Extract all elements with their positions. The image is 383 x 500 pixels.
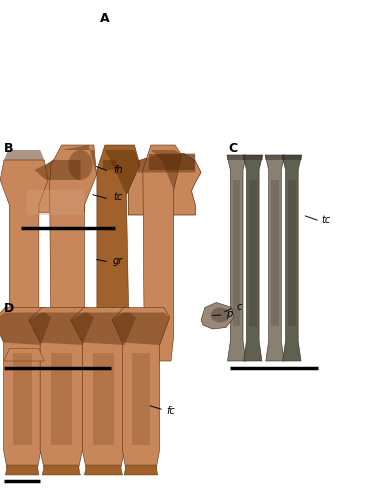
Text: C: C	[228, 142, 237, 156]
Polygon shape	[151, 150, 182, 190]
Polygon shape	[288, 180, 296, 326]
Polygon shape	[128, 154, 201, 215]
Polygon shape	[62, 145, 97, 175]
Polygon shape	[282, 155, 302, 361]
Polygon shape	[27, 190, 84, 215]
Polygon shape	[282, 155, 302, 160]
Polygon shape	[112, 312, 170, 345]
Polygon shape	[29, 308, 94, 470]
Polygon shape	[271, 180, 279, 326]
Polygon shape	[149, 154, 195, 170]
Polygon shape	[101, 160, 117, 218]
Text: p: p	[226, 309, 232, 319]
Polygon shape	[29, 312, 94, 345]
Polygon shape	[201, 302, 234, 329]
Polygon shape	[71, 312, 136, 345]
Polygon shape	[105, 150, 140, 195]
Ellipse shape	[211, 308, 230, 322]
Polygon shape	[112, 308, 170, 470]
Text: B: B	[4, 142, 13, 156]
Polygon shape	[42, 465, 80, 475]
Polygon shape	[243, 155, 263, 160]
Ellipse shape	[68, 150, 92, 180]
Polygon shape	[49, 145, 97, 361]
Polygon shape	[143, 145, 182, 361]
Polygon shape	[138, 154, 195, 172]
Polygon shape	[4, 150, 44, 160]
Text: c: c	[236, 302, 242, 312]
Polygon shape	[5, 465, 39, 475]
Text: fc: fc	[167, 406, 175, 416]
Polygon shape	[84, 465, 123, 475]
Polygon shape	[265, 155, 285, 160]
Text: tc: tc	[113, 192, 122, 202]
Text: tc: tc	[322, 215, 331, 225]
Polygon shape	[51, 352, 72, 445]
Text: D: D	[4, 302, 14, 316]
Text: A: A	[100, 12, 109, 26]
Polygon shape	[4, 348, 44, 361]
Polygon shape	[233, 180, 241, 326]
Polygon shape	[97, 145, 140, 361]
Polygon shape	[265, 155, 285, 361]
Polygon shape	[93, 352, 114, 445]
Polygon shape	[227, 155, 247, 160]
Polygon shape	[0, 308, 51, 470]
Polygon shape	[71, 308, 136, 470]
Polygon shape	[0, 160, 48, 356]
Polygon shape	[0, 312, 51, 345]
Polygon shape	[103, 160, 116, 170]
Text: gr: gr	[113, 256, 123, 266]
Polygon shape	[13, 352, 31, 445]
Polygon shape	[243, 155, 263, 361]
Text: fh: fh	[113, 165, 123, 175]
Polygon shape	[34, 160, 80, 180]
Polygon shape	[227, 155, 247, 361]
Polygon shape	[132, 352, 150, 445]
Polygon shape	[27, 155, 84, 215]
Polygon shape	[124, 465, 158, 475]
Polygon shape	[249, 180, 257, 326]
